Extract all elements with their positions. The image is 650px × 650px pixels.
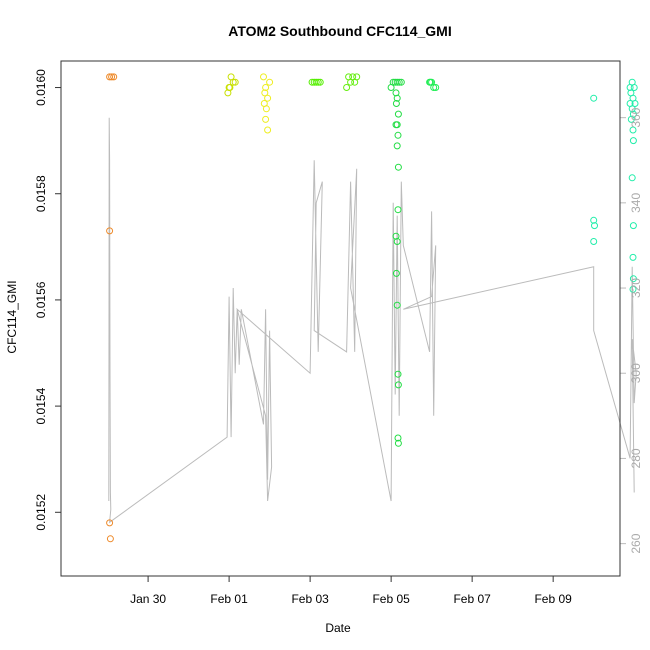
x-tick-label: Feb 07 <box>453 592 491 606</box>
data-point <box>395 78 403 86</box>
data-point <box>629 285 637 293</box>
y-tick-label: 0.0158 <box>34 175 48 212</box>
data-point <box>392 232 400 240</box>
y-tick-label: 0.0154 <box>34 387 48 424</box>
data-point <box>260 73 267 81</box>
data-point <box>627 115 635 123</box>
data-point <box>393 238 401 245</box>
data-point <box>392 100 400 107</box>
series-0 <box>106 73 118 543</box>
data-point <box>629 126 637 134</box>
x-tick-label: Jan 30 <box>130 592 166 606</box>
data-point <box>261 89 269 97</box>
data-point <box>432 84 440 91</box>
theta-series-line <box>108 117 637 524</box>
data-point <box>106 535 114 543</box>
data-point <box>106 519 114 527</box>
data-point <box>262 115 270 123</box>
data-point <box>266 78 274 86</box>
series-1 <box>224 73 239 97</box>
data-point <box>426 78 434 86</box>
y2-tick-label: 280 <box>629 448 643 468</box>
series-6 <box>426 78 440 91</box>
data-point <box>394 206 402 214</box>
y2-tick-label: 340 <box>629 193 643 213</box>
series-3 <box>308 78 324 86</box>
data-point <box>629 137 637 145</box>
y2-tick-label: 320 <box>629 278 643 298</box>
data-point <box>316 78 324 86</box>
data-point <box>394 110 402 118</box>
data-point <box>231 78 239 86</box>
data-point <box>314 78 322 86</box>
x-axis-label: Date <box>325 621 351 635</box>
data-point <box>629 222 637 230</box>
data-point <box>630 84 638 91</box>
chart-title: ATOM2 Southbound CFC114_GMI <box>228 23 452 39</box>
y-tick-label: 0.0152 <box>34 494 48 531</box>
series-2 <box>260 73 274 134</box>
data-point <box>430 84 438 91</box>
data-point <box>262 105 270 113</box>
data-point <box>591 222 598 230</box>
data-point <box>628 105 636 113</box>
data-point <box>262 84 270 91</box>
data-point <box>629 275 637 283</box>
x-tick-label: Feb 09 <box>534 592 572 606</box>
y2-tick-label: 260 <box>629 533 643 553</box>
x-tick-label: Feb 05 <box>372 592 410 606</box>
data-point <box>590 216 598 224</box>
data-point <box>629 253 637 261</box>
series-4 <box>343 73 361 91</box>
data-point <box>628 174 636 182</box>
data-point <box>590 238 598 245</box>
data-point <box>393 121 401 129</box>
data-point <box>394 439 402 447</box>
plot-frame <box>60 60 621 577</box>
data-point <box>392 89 400 97</box>
x-tick-label: Feb 01 <box>210 592 248 606</box>
data-point <box>393 78 401 86</box>
data-point <box>106 227 114 235</box>
series-7 <box>590 78 639 293</box>
data-point <box>312 78 320 86</box>
x-tick-label: Feb 03 <box>291 592 329 606</box>
data-point <box>590 94 598 102</box>
data-point <box>394 381 402 389</box>
y2-tick-label: 360 <box>629 107 643 127</box>
y-tick-label: 0.0160 <box>34 69 48 106</box>
data-point <box>397 78 405 86</box>
data-point <box>393 301 401 309</box>
data-point <box>631 100 639 107</box>
data-point <box>229 78 237 86</box>
data-point <box>394 131 402 139</box>
series-5 <box>387 78 405 447</box>
data-point <box>393 94 401 102</box>
data-point <box>394 434 402 442</box>
data-point <box>264 126 272 134</box>
y2-series-layer <box>108 117 637 524</box>
data-point <box>394 163 402 171</box>
data-point <box>108 73 116 81</box>
data-point <box>224 89 232 97</box>
points-layer <box>106 73 639 543</box>
y2-tick-label: 300 <box>629 363 643 383</box>
data-point <box>393 142 401 150</box>
axes-layer: Jan 30 Feb 01 Feb 03 Feb 05 Feb 07 Feb 09 0.01… <box>34 69 643 606</box>
data-point <box>353 73 361 81</box>
data-point <box>264 94 272 102</box>
data-point <box>106 73 114 81</box>
data-point <box>392 269 400 277</box>
y-tick-label: 0.0156 <box>34 281 48 318</box>
data-point <box>343 84 351 91</box>
data-point <box>110 73 118 81</box>
y-axis-label: CFC114_GMI <box>5 280 19 353</box>
data-point <box>394 370 402 378</box>
